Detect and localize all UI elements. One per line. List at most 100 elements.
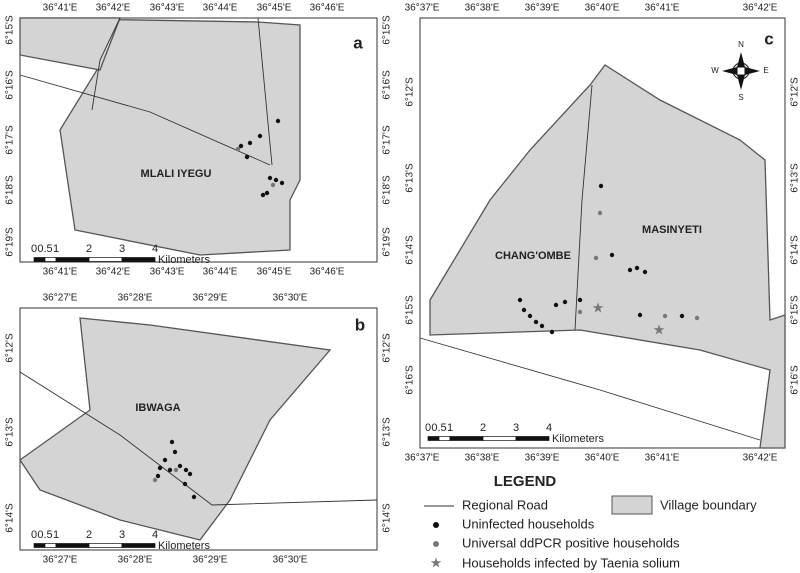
y-coord-label: 6°19'S [5, 227, 16, 257]
legend-item: Regional Road [462, 497, 548, 512]
legend-dot [433, 541, 439, 547]
y-coord-label: 6°15'S [382, 15, 393, 45]
scale-label: 2 [86, 243, 92, 255]
y-coord-label: 6°12'S [790, 77, 800, 107]
x-coord-label: 36°29'E [193, 555, 228, 566]
scale-label: 0.5 [431, 422, 446, 434]
x-coord-label: 36°29'E [193, 293, 228, 304]
road [257, 17, 273, 166]
scale-label: 4 [152, 243, 158, 255]
x-coord-label: 36°40'E [585, 3, 620, 14]
scale-label: 0.5 [37, 243, 52, 255]
scale-bar [44, 257, 57, 262]
scale-label: 0 [31, 243, 37, 255]
y-coord-label: 6°15'S [405, 295, 416, 325]
road [419, 337, 761, 441]
scale-label: 1 [447, 422, 453, 434]
y-coord-label: 6°16'S [382, 70, 393, 100]
x-coord-label: 36°28'E [118, 293, 153, 304]
scale-label: 1 [53, 529, 59, 541]
scale-label: 0.5 [37, 529, 52, 541]
x-coord-label: 36°39'E [525, 3, 560, 14]
scale-label: 0 [31, 529, 37, 541]
compass-n: N [738, 40, 744, 49]
households [152, 439, 197, 500]
scale-label: 4 [152, 529, 158, 541]
x-coord-label: 36°42'E [743, 453, 778, 464]
svg-text:★: ★ [653, 322, 666, 338]
panel-label: b [355, 315, 365, 334]
village-name: IBWAGA [135, 402, 180, 414]
y-coord-label: 6°12'S [382, 333, 393, 363]
x-coord-label: 36°42'E [96, 267, 131, 278]
compass-s: S [738, 93, 743, 102]
panel-label: c [764, 29, 773, 48]
y-coord-label: 6°18'S [382, 175, 393, 205]
scale-label: 3 [119, 243, 125, 255]
scale-bar [427, 436, 440, 441]
panel-label: a [353, 33, 363, 52]
scale-bar [55, 543, 90, 548]
y-coord-label: 6°17'S [382, 125, 393, 155]
y-coord-label: 6°13'S [405, 163, 416, 193]
y-coord-label: 6°13'S [790, 163, 800, 193]
scale-bar [88, 257, 123, 262]
scale-bar [482, 436, 517, 441]
x-coord-label: 36°41'E [43, 267, 78, 278]
x-coord-label: 36°44'E [203, 3, 238, 14]
village-name: MASINYETI [642, 224, 702, 236]
scale-bar [121, 257, 156, 262]
y-coord-label: 6°12'S [5, 333, 16, 363]
y-coord-label: 6°17'S [5, 125, 16, 155]
scale-label: 2 [86, 529, 92, 541]
x-coord-label: 36°40'E [585, 453, 620, 464]
scale-bar [449, 436, 484, 441]
x-coord-label: 36°27'E [43, 293, 78, 304]
scale-label: 1 [53, 243, 59, 255]
scale-bar [121, 543, 156, 548]
y-coord-label: 6°14'S [405, 235, 416, 265]
scale-unit: Kilometers [552, 433, 604, 445]
x-coord-label: 36°27'E [43, 555, 78, 566]
x-coord-label: 36°41'E [43, 3, 78, 14]
legend-dot [433, 522, 439, 528]
x-coord-label: 36°45'E [257, 3, 292, 14]
road [91, 17, 121, 111]
y-coord-label: 6°16'S [405, 365, 416, 395]
x-coord-label: 36°30'E [273, 293, 308, 304]
scale-bar [33, 257, 46, 262]
y-coord-label: 6°19'S [382, 227, 393, 257]
legend-boundary [611, 495, 653, 515]
scale-label: 4 [546, 422, 552, 434]
scale-bar [515, 436, 550, 441]
legend-item: Village boundary [660, 497, 757, 512]
scale-bar [438, 436, 451, 441]
compass-e: E [763, 66, 768, 75]
y-coord-label: 6°15'S [5, 15, 16, 45]
scale-bar [55, 257, 90, 262]
legend-star: ★ [430, 555, 443, 571]
village-name: CHANG'OMBE [495, 250, 571, 262]
scale-bar [44, 543, 57, 548]
village-name: MLALI IYEGU [141, 168, 212, 180]
compass-w: W [711, 66, 719, 75]
x-coord-label: 36°43'E [150, 3, 185, 14]
legend-title: LEGEND [494, 473, 557, 490]
road [19, 371, 378, 506]
legend-item: Uninfected households [462, 516, 595, 531]
x-coord-label: 36°41'E [645, 3, 680, 14]
road [19, 74, 271, 166]
y-coord-label: 6°18'S [5, 175, 16, 205]
households: ★ ★ [517, 183, 700, 338]
x-coord-label: 36°38'E [465, 3, 500, 14]
scale-label: 3 [119, 529, 125, 541]
y-coord-label: 6°15'S [790, 295, 800, 325]
x-coord-label: 36°30'E [273, 555, 308, 566]
village-boundary [19, 317, 332, 541]
road [574, 84, 593, 331]
scale-bar [88, 543, 123, 548]
y-coord-label: 6°13'S [382, 417, 393, 447]
y-coord-label: 6°13'S [5, 417, 16, 447]
legend-item: Households infected by Taenia solium [462, 555, 680, 570]
